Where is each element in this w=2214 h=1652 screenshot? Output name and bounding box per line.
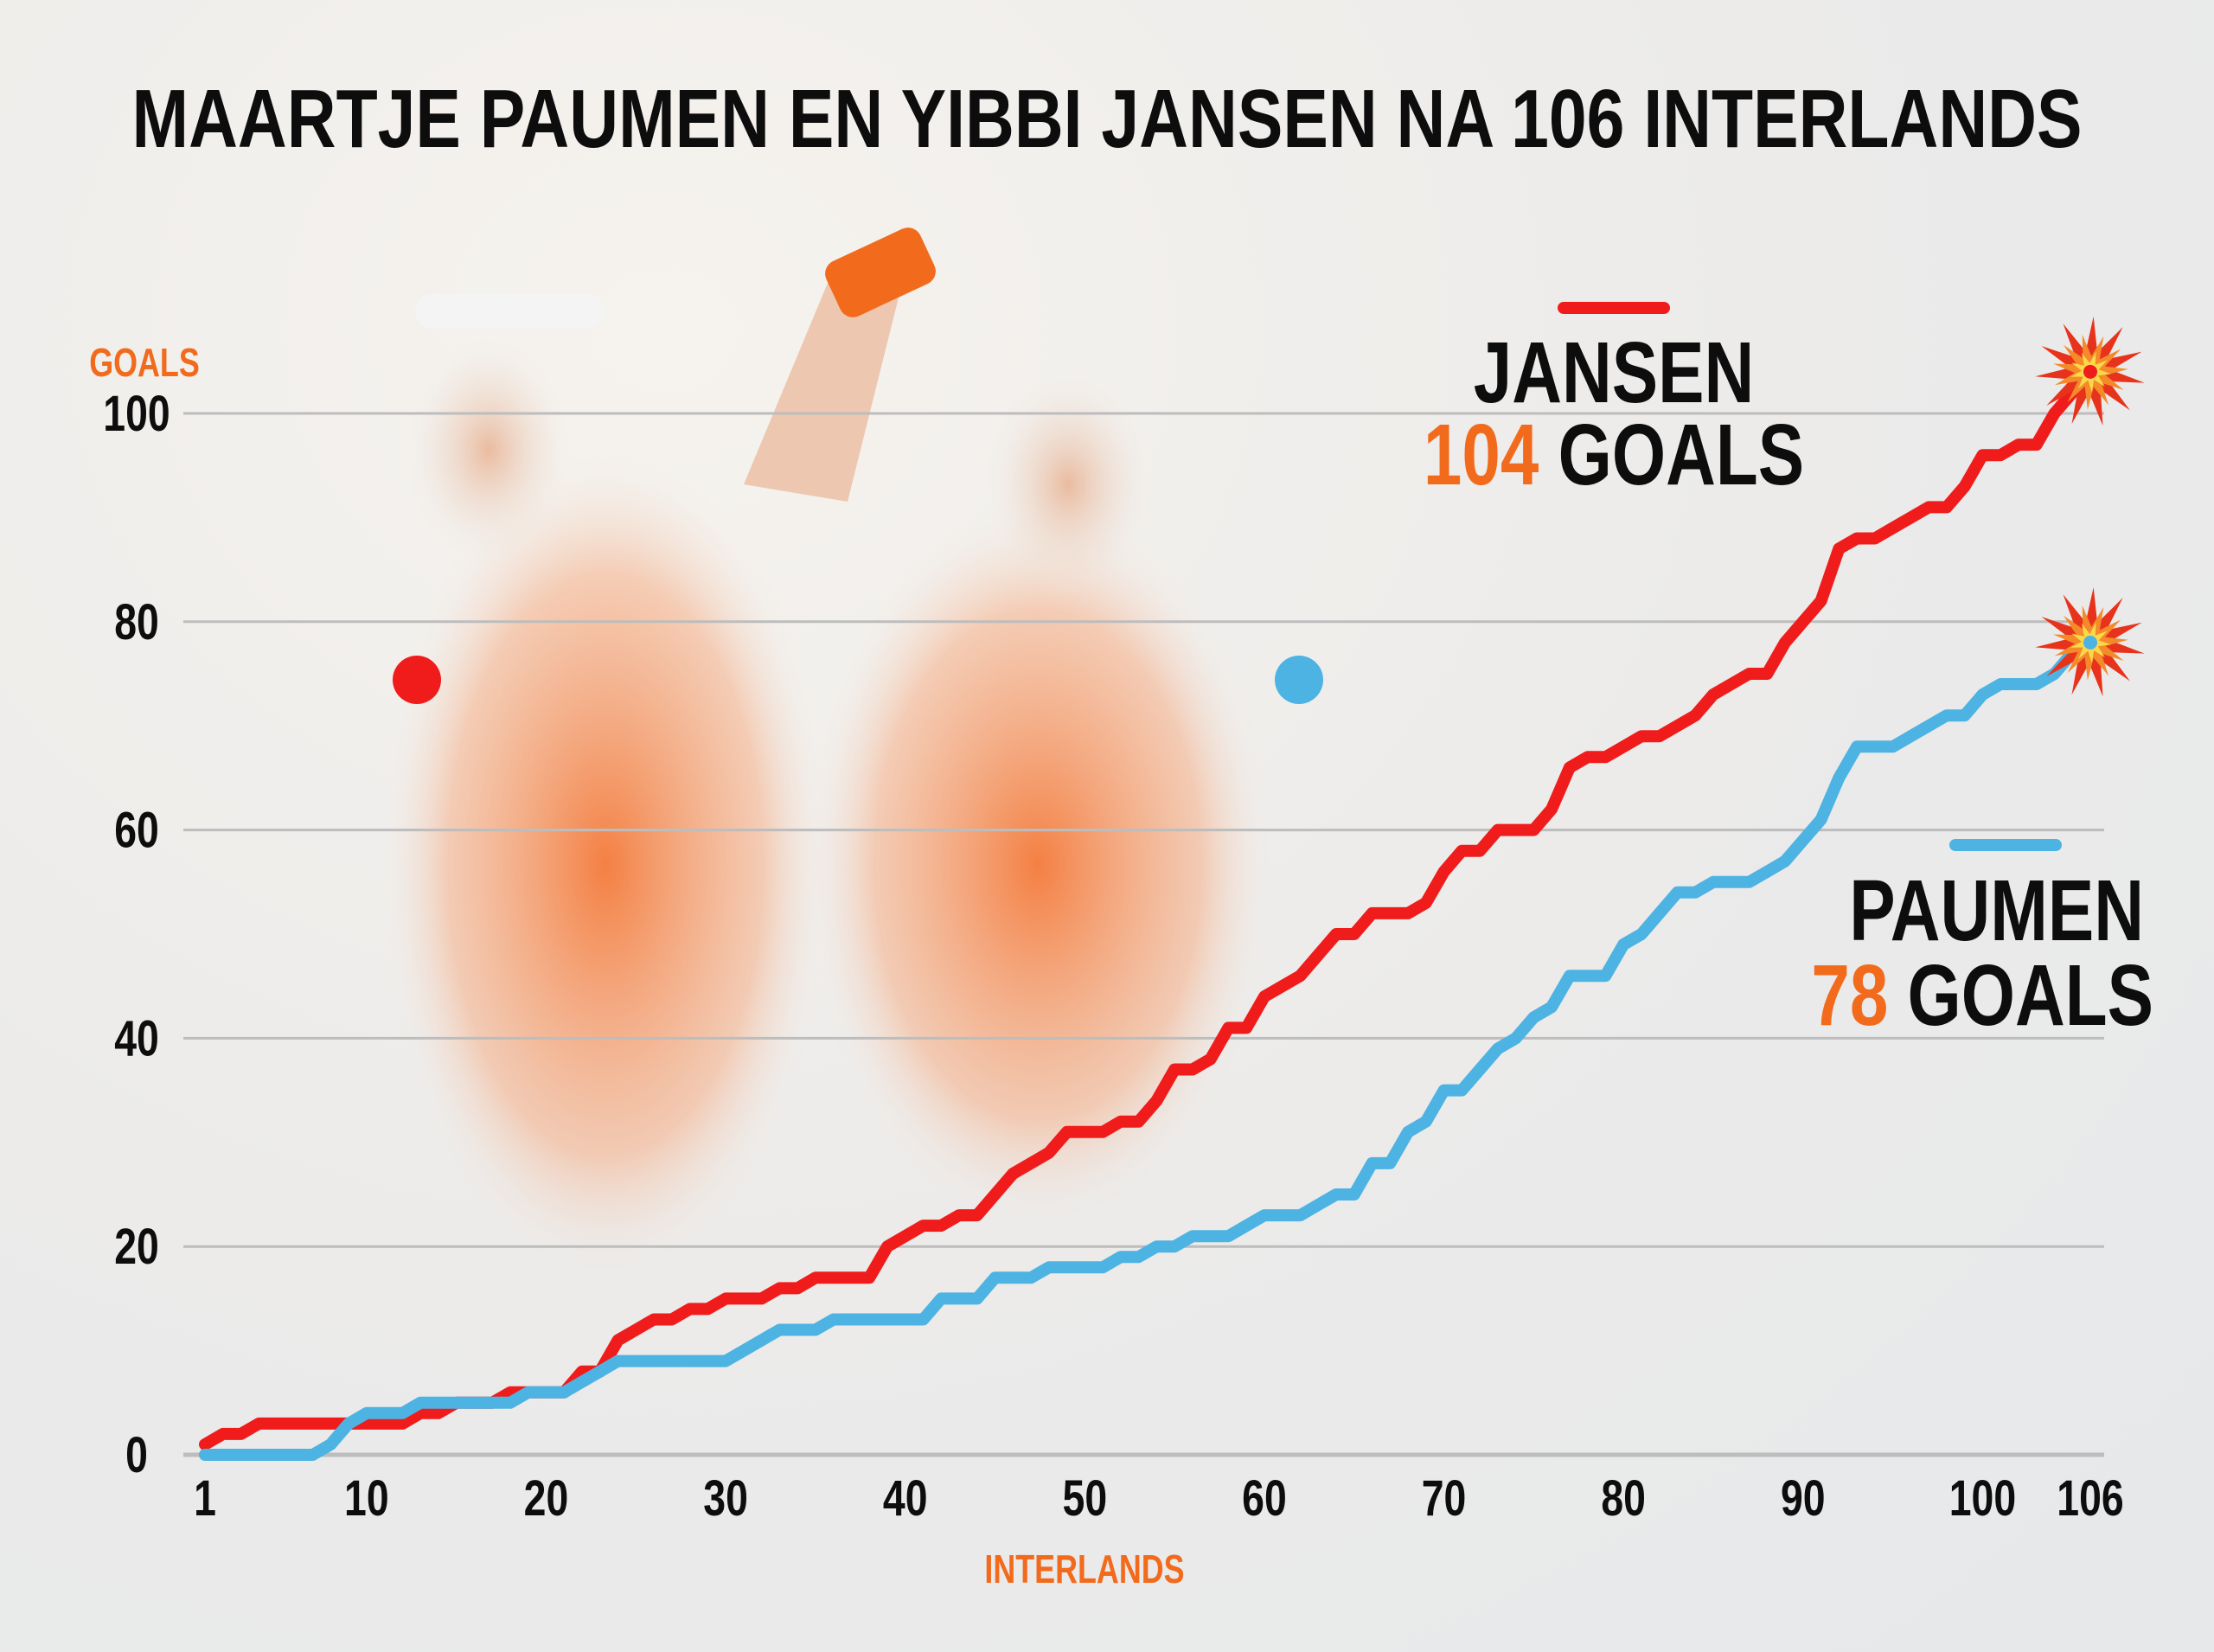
x-tick-label: 30 — [703, 1470, 748, 1527]
x-tick-label: 90 — [1781, 1470, 1826, 1527]
x-tick-label: 80 — [1601, 1470, 1646, 1527]
y-axis-label: GOALS — [89, 341, 200, 385]
jansen-dot — [393, 656, 441, 704]
series-end-point — [2083, 635, 2097, 650]
x-tick-label: 100 — [1949, 1470, 2016, 1527]
x-tick-label: 106 — [2057, 1470, 2123, 1527]
legend-jansen-goals: 104 GOALS — [1424, 407, 1804, 504]
x-tick-label: 60 — [1242, 1470, 1287, 1527]
legend-jansen-name: JANSEN — [1474, 325, 1755, 422]
legend-paumen-swatch — [1949, 839, 2062, 851]
legend-jansen-swatch — [1558, 302, 1670, 314]
legend-paumen-goals-label: GOALS — [1908, 948, 2153, 1045]
series-line-paumen — [199, 636, 2096, 1461]
y-tick-label: 20 — [114, 1219, 159, 1275]
x-tick-label: 40 — [883, 1470, 928, 1527]
legend-paumen-goals: 78 GOALS — [1811, 948, 2153, 1045]
legend-paumen-name: PAUMEN — [1849, 863, 2144, 960]
starburst-icon — [2035, 316, 2145, 426]
starburst-icon — [2035, 587, 2145, 697]
paumen-dot — [1275, 656, 1323, 704]
legend-jansen-goals-label: GOALS — [1558, 407, 1804, 504]
x-tick-label: 1 — [194, 1470, 216, 1527]
x-axis-label: INTERLANDS — [984, 1547, 1184, 1591]
x-tick-label: 50 — [1063, 1470, 1108, 1527]
y-tick-label: 60 — [114, 803, 159, 859]
player-photo-jansen — [744, 227, 1271, 1228]
y-tick-label: 40 — [114, 1010, 159, 1066]
x-tick-label: 10 — [344, 1470, 389, 1527]
legend-jansen-total: 104 — [1424, 407, 1539, 504]
y-tick-label: 80 — [114, 594, 159, 650]
x-tick-label: 70 — [1422, 1470, 1467, 1527]
chart-title: MAARTJE PAUMEN EN YIBBI JANSEN NA 106 IN… — [132, 73, 2083, 165]
series-end-point — [2083, 364, 2097, 379]
legend-paumen: PAUMEN 78 GOALS — [1811, 839, 2153, 1044]
legend-jansen: JANSEN 104 GOALS — [1424, 302, 1804, 503]
y-tick-label: 0 — [125, 1427, 148, 1483]
x-tick-label: 20 — [524, 1470, 569, 1527]
y-tick-label: 100 — [103, 386, 170, 442]
player-photo-paumen — [381, 294, 830, 1280]
legend-paumen-total: 78 — [1811, 948, 1888, 1045]
